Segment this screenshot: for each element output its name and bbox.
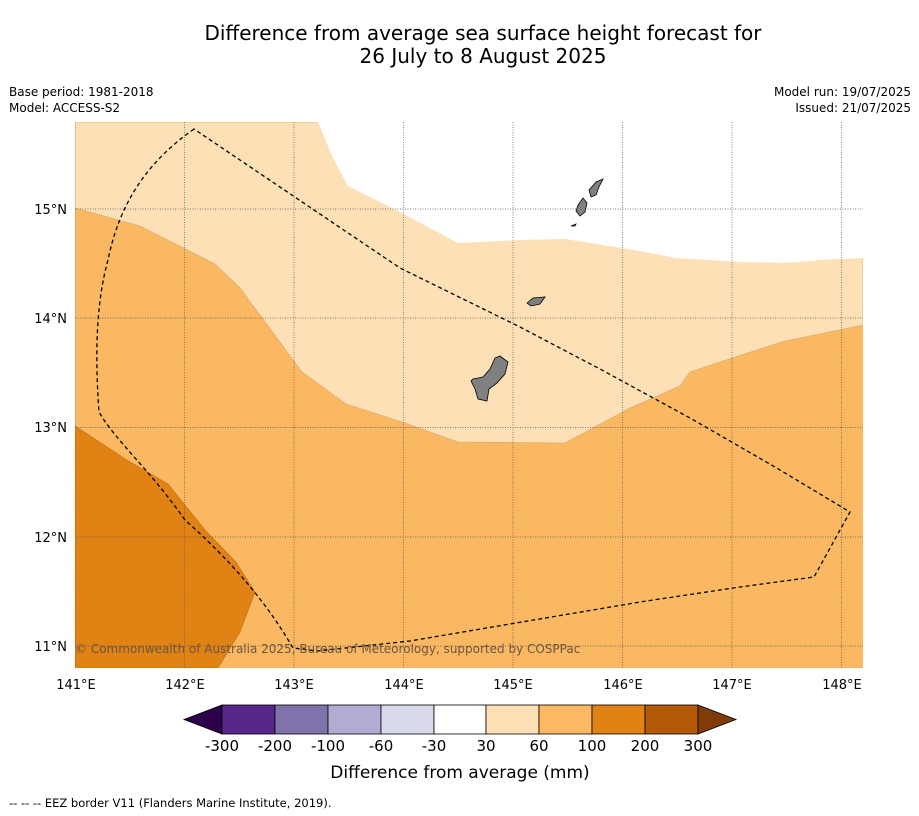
lat-label: 12°N — [34, 531, 67, 546]
colorbar-seg — [644, 704, 699, 735]
map-area: © Commonwealth of Australia 2025, Bureau… — [75, 122, 863, 668]
colorbar-seg — [182, 704, 223, 735]
lon-label: 143°E — [274, 678, 314, 693]
colorbar-tick: 200 — [631, 737, 660, 755]
model-text: Model: ACCESS-S2 — [9, 101, 121, 115]
map-title-line1: Difference from average sea surface heig… — [204, 21, 762, 45]
colorbar-seg — [697, 704, 738, 735]
colorbar-tick: -60 — [369, 737, 394, 755]
map-title-line2: 26 July to 8 August 2025 — [359, 44, 607, 68]
base-period-text: Base period: 1981-2018 — [9, 85, 154, 99]
lon-label: 148°E — [822, 678, 862, 693]
lon-label: 142°E — [165, 678, 205, 693]
model-info: Base period: 1981-2018 Model: ACCESS-S2 — [9, 84, 154, 116]
colorbar-tick: 30 — [476, 737, 495, 755]
lon-label: 146°E — [603, 678, 643, 693]
lat-label: 15°N — [34, 203, 67, 218]
colorbar-seg — [380, 704, 435, 735]
run-info: Model run: 19/07/2025 Issued: 21/07/2025 — [774, 84, 911, 116]
lat-label: 13°N — [34, 421, 67, 436]
colorbar-tick: 100 — [578, 737, 607, 755]
colorbar-seg — [485, 704, 540, 735]
colorbar-seg — [274, 704, 329, 735]
lon-label: 144°E — [384, 678, 424, 693]
graticule — [75, 122, 863, 668]
colorbar-tick: -200 — [258, 737, 292, 755]
island-rota — [526, 296, 546, 307]
copyright-text: © Commonwealth of Australia 2025, Bureau… — [75, 642, 580, 656]
island-tinian — [575, 197, 588, 217]
eez-border — [96, 128, 851, 652]
colorbar-seg — [591, 704, 646, 735]
issued-text: Issued: 21/07/2025 — [795, 101, 911, 115]
eez-legend-text: -- -- -- EEZ border V11 (Flanders Marine… — [9, 796, 332, 810]
lat-label: 11°N — [34, 640, 67, 655]
map-title: Difference from average sea surface heig… — [0, 22, 919, 68]
colorbar-seg — [327, 704, 382, 735]
colorbar-title: Difference from average (mm) — [330, 763, 589, 783]
colorbar-tick-labels: -300 -200 -100 -60 -30 30 60 100 200 300 — [205, 737, 712, 755]
lon-label: 147°E — [712, 678, 752, 693]
lon-label: 141°E — [56, 678, 96, 693]
anomaly-band-100-200 — [75, 425, 256, 668]
colorbar-seg — [538, 704, 593, 735]
lon-label: 145°E — [493, 678, 533, 693]
island-saipan — [588, 178, 604, 198]
lat-label: 14°N — [34, 312, 67, 327]
island-aguijan — [570, 223, 577, 227]
island-guam — [470, 355, 509, 402]
latitude-labels: 15°N 14°N 13°N 12°N 11°N — [34, 203, 67, 655]
model-run-text: Model run: 19/07/2025 — [773, 85, 911, 99]
colorbar-tick: -100 — [311, 737, 345, 755]
colorbar-seg — [433, 704, 487, 735]
colorbar — [182, 704, 738, 735]
colorbar-tick: 60 — [529, 737, 548, 755]
colorbar-tick: -300 — [205, 737, 239, 755]
colorbar-seg — [221, 704, 276, 735]
colorbar-tick: -30 — [422, 737, 447, 755]
colorbar-tick: 300 — [684, 737, 713, 755]
longitude-labels: 141°E 142°E 143°E 144°E 145°E 146°E 147°… — [56, 678, 862, 693]
land-masses — [470, 178, 604, 402]
